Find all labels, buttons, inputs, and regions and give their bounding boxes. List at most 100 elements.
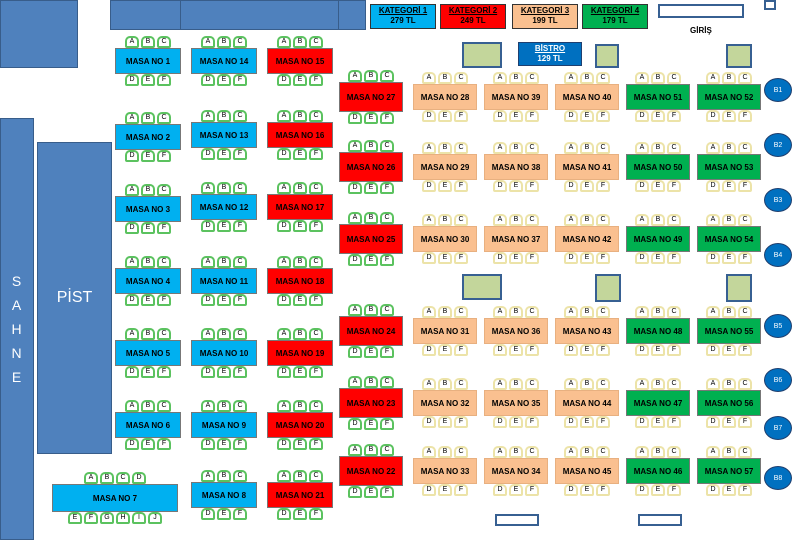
table-masa-no-43[interactable]: MASA NO 43 [555,318,619,344]
seat[interactable]: D [493,344,507,356]
table-masa-no-24[interactable]: MASA NO 24 [339,316,403,346]
seat[interactable]: I [132,512,146,524]
seat[interactable]: E [217,294,231,306]
seat[interactable]: C [380,70,394,82]
seat[interactable]: D [201,220,215,232]
seat[interactable]: F [233,508,247,520]
table-masa-no-41[interactable]: MASA NO 41 [555,154,619,180]
table-masa-no-56[interactable]: MASA NO 56 [697,390,761,416]
seat[interactable]: F [525,110,539,122]
seat[interactable]: E [293,220,307,232]
seat[interactable]: D [493,484,507,496]
seat[interactable]: A [125,112,139,124]
seat[interactable]: B [141,256,155,268]
seat[interactable]: E [68,512,82,524]
table-masa-no-39[interactable]: MASA NO 39 [484,84,548,110]
seat[interactable]: A [201,256,215,268]
seat[interactable]: A [277,256,291,268]
seat[interactable]: B [438,306,452,318]
seat[interactable]: B [217,328,231,340]
seat[interactable]: A [706,446,720,458]
seat[interactable]: D [348,112,362,124]
seat[interactable]: F [525,416,539,428]
seat[interactable]: F [525,484,539,496]
booth-b7[interactable]: B7 [764,416,792,440]
seat[interactable]: C [309,36,323,48]
seat[interactable]: C [233,328,247,340]
seat[interactable]: F [738,416,752,428]
seat[interactable]: F [157,294,171,306]
seat[interactable]: A [706,72,720,84]
seat[interactable]: D [277,220,291,232]
seat[interactable]: E [509,252,523,264]
seat[interactable]: F [738,484,752,496]
seat[interactable]: B [509,446,523,458]
seat[interactable]: A [564,214,578,226]
seat[interactable]: E [580,484,594,496]
table-masa-no-57[interactable]: MASA NO 57 [697,458,761,484]
seat[interactable]: A [277,36,291,48]
legend-category-4[interactable]: KATEGORİ 4 179 TL [582,4,648,29]
seat[interactable]: E [141,222,155,234]
booth-b8[interactable]: B8 [764,466,792,490]
table-masa-no-30[interactable]: MASA NO 30 [413,226,477,252]
seat[interactable]: F [596,252,610,264]
seat[interactable]: E [141,74,155,86]
seat[interactable]: D [564,110,578,122]
seat[interactable]: D [277,74,291,86]
table-masa-no-26[interactable]: MASA NO 26 [339,152,403,182]
seat[interactable]: D [201,148,215,160]
seat[interactable]: B [651,446,665,458]
table-masa-no-12[interactable]: MASA NO 12 [191,194,257,220]
seat[interactable]: D [564,252,578,264]
table-masa-no-9[interactable]: MASA NO 9 [191,412,257,438]
table-masa-no-29[interactable]: MASA NO 29 [413,154,477,180]
seat[interactable]: F [738,180,752,192]
booth-b5[interactable]: B5 [764,314,792,338]
seat[interactable]: E [580,416,594,428]
seat[interactable]: D [277,508,291,520]
seat[interactable]: D [706,416,720,428]
seat[interactable]: C [454,306,468,318]
seat[interactable]: B [509,378,523,390]
seat[interactable]: F [596,344,610,356]
seat[interactable]: D [422,344,436,356]
seat[interactable]: A [277,328,291,340]
seat[interactable]: A [201,470,215,482]
seat[interactable]: C [157,112,171,124]
seat[interactable]: D [493,252,507,264]
table-masa-no-18[interactable]: MASA NO 18 [267,268,333,294]
seat[interactable]: E [438,180,452,192]
seat[interactable]: E [722,344,736,356]
seat[interactable]: B [293,470,307,482]
seat[interactable]: E [438,344,452,356]
seat[interactable]: B [438,378,452,390]
seat[interactable]: C [380,304,394,316]
seat[interactable]: F [454,484,468,496]
seat[interactable]: F [157,150,171,162]
seat[interactable]: C [116,472,130,484]
seat[interactable]: F [233,438,247,450]
seat[interactable]: D [706,180,720,192]
table-masa-no-45[interactable]: MASA NO 45 [555,458,619,484]
seat[interactable]: D [348,346,362,358]
seat[interactable]: D [125,438,139,450]
seat[interactable]: F [309,508,323,520]
seat[interactable]: F [157,74,171,86]
seat[interactable]: B [722,72,736,84]
seat[interactable]: D [564,416,578,428]
table-masa-no-16[interactable]: MASA NO 16 [267,122,333,148]
seat[interactable]: C [596,306,610,318]
seat[interactable]: A [564,142,578,154]
seat[interactable]: E [580,110,594,122]
table-masa-no-21[interactable]: MASA NO 21 [267,482,333,508]
seat[interactable]: C [380,140,394,152]
seat[interactable]: B [438,72,452,84]
seat[interactable]: F [454,110,468,122]
seat[interactable]: F [233,148,247,160]
seat[interactable]: F [525,344,539,356]
seat[interactable]: B [293,110,307,122]
seat[interactable]: B [293,328,307,340]
seat[interactable]: D [348,182,362,194]
seat[interactable]: B [580,214,594,226]
